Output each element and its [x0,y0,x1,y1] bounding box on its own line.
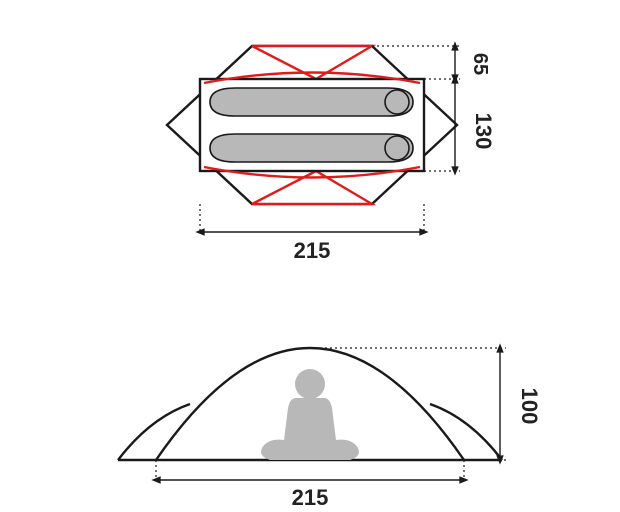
sleeper-top [210,88,413,116]
dim-top-inner-depth: 130 [455,79,496,171]
dim-top-inner-depth-value: 130 [471,113,496,150]
dim-side-width-value: 215 [292,485,329,510]
side-view-diagram: 215 100 [118,348,542,510]
dim-side-height: 100 [500,348,542,460]
top-view-diagram: 215 130 65 [167,46,496,263]
vestibule-right-arc [430,404,502,460]
seated-person-icon [261,369,359,460]
sleeper-bottom [210,134,413,162]
vestibule-left-arc [118,404,190,460]
dim-side-height-value: 100 [517,388,542,425]
dim-top-width-value: 215 [294,238,331,263]
dim-side-width: 215 [156,480,464,510]
dim-top-vestibule-depth: 65 [455,46,491,79]
dim-top-vestibule-depth-value: 65 [469,53,491,75]
dim-top-width: 215 [200,232,424,263]
